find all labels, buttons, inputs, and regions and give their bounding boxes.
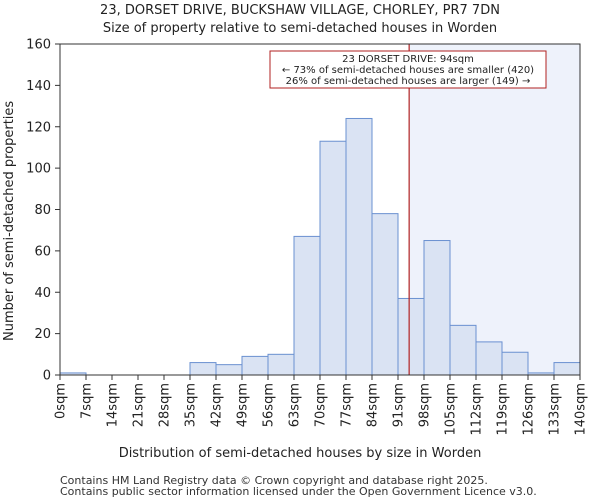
x-tick-label-63sqm: 63sqm (288, 383, 303, 427)
y-tick-label-40: 40 (34, 286, 51, 301)
y-tick-label-0: 0 (43, 369, 51, 384)
x-tick-label-140sqm: 140sqm (574, 383, 589, 436)
y-tick-label-140: 140 (26, 79, 51, 94)
annotation-line-2: ← 73% of semi-detached houses are smalle… (282, 65, 534, 76)
bar-91sqm (397, 297, 425, 376)
x-tick-label-56sqm: 56sqm (262, 383, 277, 427)
x-tick-label-77sqm: 77sqm (340, 383, 355, 427)
y-tick-label-160: 160 (26, 38, 51, 53)
footer-line-1: Contains HM Land Registry data © Crown c… (60, 474, 488, 487)
chart-subtitle: Size of property relative to semi-detach… (102, 21, 498, 36)
x-tick-label-91sqm: 91sqm (392, 383, 407, 427)
bar-105sqm (449, 324, 477, 376)
y-tick-label-80: 80 (34, 203, 51, 218)
footer-line-2: Contains public sector information licen… (60, 485, 537, 498)
chart-title: 23, DORSET DRIVE, BUCKSHAW VILLAGE, CHOR… (100, 3, 500, 18)
y-axis-label: Number of semi-detached properties (2, 100, 17, 341)
y-tick-label-120: 120 (26, 120, 51, 135)
x-tick-label-21sqm: 21sqm (132, 383, 147, 427)
x-tick-label-70sqm: 70sqm (314, 383, 329, 427)
annotation-line-3: 26% of semi-detached houses are larger (… (286, 76, 531, 87)
y-tick-label-60: 60 (34, 244, 51, 259)
y-tick-label-20: 20 (34, 327, 51, 342)
bar-63sqm (293, 235, 321, 376)
x-tick-label-119sqm: 119sqm (496, 383, 511, 436)
bar-56sqm (267, 353, 295, 376)
bar-98sqm (423, 240, 451, 376)
x-tick-label-0sqm: 0sqm (54, 383, 69, 419)
x-tick-label-7sqm: 7sqm (80, 383, 95, 419)
bar-35sqm (189, 362, 217, 376)
x-tick-label-133sqm: 133sqm (548, 383, 563, 436)
annotation-box (269, 50, 547, 89)
x-tick-label-112sqm: 112sqm (470, 383, 485, 436)
bar-70sqm (319, 140, 347, 376)
bar-77sqm (345, 117, 373, 376)
annotation-line-1: 23 DORSET DRIVE: 94sqm (342, 54, 474, 65)
x-tick-label-35sqm: 35sqm (184, 383, 199, 427)
bar-84sqm (371, 213, 399, 376)
bar-49sqm (241, 355, 269, 376)
x-tick-label-126sqm: 126sqm (522, 383, 537, 436)
x-tick-label-14sqm: 14sqm (106, 383, 121, 427)
x-tick-label-42sqm: 42sqm (210, 383, 225, 427)
x-tick-label-84sqm: 84sqm (366, 383, 381, 427)
x-tick-label-105sqm: 105sqm (444, 383, 459, 436)
bar-42sqm (215, 364, 243, 376)
bar-119sqm (501, 351, 529, 376)
x-tick-label-49sqm: 49sqm (236, 383, 251, 427)
x-axis-label: Distribution of semi-detached houses by … (118, 446, 482, 461)
x-tick-label-98sqm: 98sqm (418, 383, 433, 427)
x-tick-label-28sqm: 28sqm (158, 383, 173, 427)
bar-112sqm (475, 341, 503, 376)
y-tick-label-100: 100 (26, 162, 51, 177)
bar-133sqm (553, 362, 581, 376)
